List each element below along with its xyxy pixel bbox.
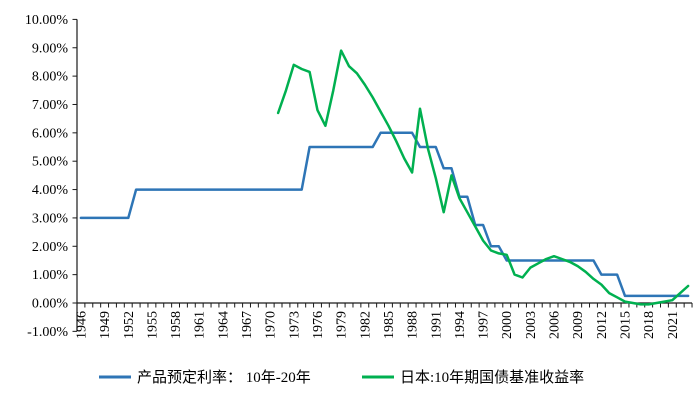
x-tick-label: 1949 [98,311,113,339]
x-tick-label: 1982 [358,311,373,339]
y-tick-label: 8.00% [32,70,69,85]
y-tick-label: 5.00% [32,155,69,170]
y-tick-label: 10.00% [25,13,69,28]
y-tick-label: 1.00% [32,268,69,283]
x-tick-label: 1994 [453,311,468,339]
x-tick-label: 2018 [642,311,657,339]
x-tick-label: 1955 [145,311,160,339]
x-tick-label: 1985 [382,311,397,339]
x-tick-label: 2012 [595,311,610,339]
legend: 产品预定利率： 10年-20年 日本:10年期国债基准收益率 [99,369,584,386]
x-tick-label: 2006 [548,311,563,339]
x-tick-label: 1973 [287,311,302,339]
y-tick-label: 2.00% [32,240,69,255]
x-tick-label: 1976 [311,311,326,339]
y-tick-label: -1.00% [27,325,68,340]
x-tick-label: 1946 [74,311,89,339]
y-axis-labels: 10.00% 9.00% 8.00% 7.00% 6.00% 5.00% 4.00% 3.00… [25,13,69,340]
series-lines [79,49,690,306]
x-tick-label: 2000 [500,311,515,339]
y-tick-label: 3.00% [32,211,69,226]
y-tick-label: 7.00% [32,98,69,113]
x-tick-label: 2021 [666,311,681,339]
legend-label-jgb-yield: 日本:10年期国债基准收益率 [400,369,584,386]
x-tick-label: 1988 [406,311,421,339]
x-tick-label: 1979 [335,311,350,339]
x-tick-label: 2009 [571,311,586,339]
y-tick-label: 6.00% [32,126,69,141]
x-axis-labels: 1946 1949 1952 1955 1958 1961 1964 1967 1970 1973… [74,311,680,339]
axes [72,18,693,332]
series-line-product-rate [79,131,690,298]
y-tick-label: 9.00% [32,41,69,56]
x-tick-label: 1970 [264,311,279,339]
y-tick-label: 0.00% [32,297,69,312]
x-tick-label: 1997 [477,311,492,339]
legend-label-product-rate: 产品预定利率： 10年-20年 [137,369,311,386]
x-tick-label: 1958 [169,311,184,339]
x-tick-label: 1991 [429,311,444,339]
x-tick-label: 2003 [524,311,539,339]
series-line-jgb-yield [276,49,690,306]
x-tick-label: 1961 [193,311,208,339]
x-tick-label: 2015 [619,311,634,339]
x-tick-label: 1952 [122,311,137,339]
x-tick-label: 1964 [216,311,231,339]
y-tick-label: 4.00% [32,183,69,198]
x-tick-label: 1967 [240,311,255,339]
